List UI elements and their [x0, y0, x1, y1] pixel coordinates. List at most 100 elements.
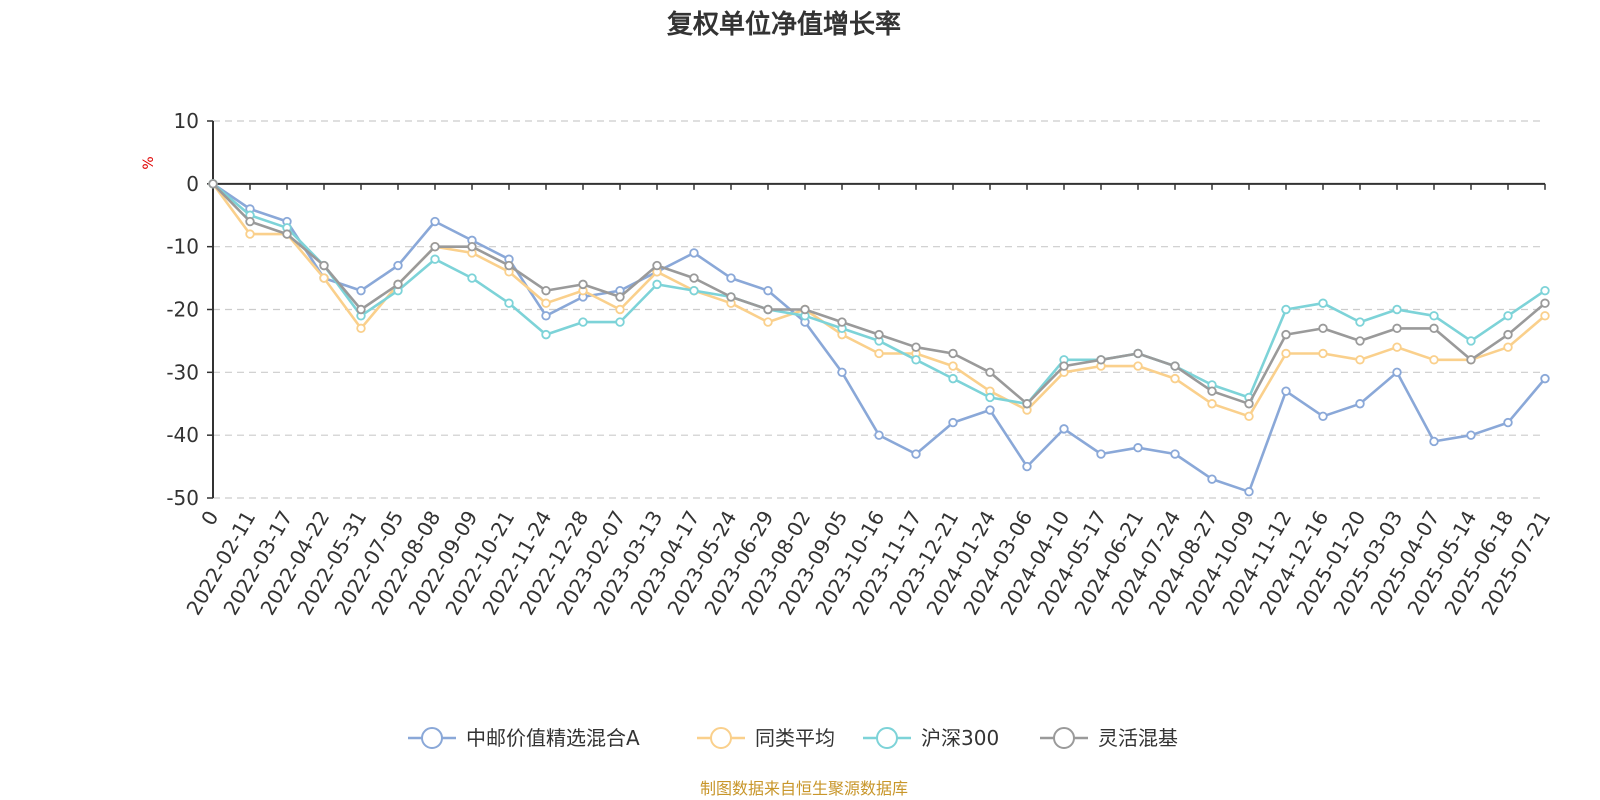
data-point [874, 329, 884, 340]
legend-label: 同类平均 [755, 726, 835, 750]
data-point [430, 254, 440, 264]
data-point [1244, 411, 1254, 422]
data-point [282, 229, 292, 239]
x-tick-label: 0 [196, 507, 223, 530]
data-point [1392, 323, 1402, 334]
data-point [1540, 285, 1550, 296]
x-tick-labels: 02022-02-112022-03-172022-04-222022-05-3… [181, 507, 1555, 620]
data-point [504, 260, 514, 271]
data-point [504, 298, 514, 308]
data-point [208, 179, 218, 189]
data-point [1466, 355, 1476, 365]
data-point [245, 216, 255, 227]
data-point [1059, 424, 1069, 434]
data-point [319, 273, 329, 283]
data-point [689, 248, 699, 258]
data-point [1355, 399, 1365, 409]
data-point [948, 417, 958, 428]
grid-lines [213, 120, 1545, 499]
data-point [985, 405, 995, 415]
data-point [356, 323, 366, 334]
series-line [212, 182, 1546, 406]
data-point [985, 392, 995, 403]
data-point [1096, 355, 1106, 365]
y-axis-unit: % [141, 156, 157, 169]
data-point [763, 285, 773, 296]
legend-marker-icon [710, 727, 732, 749]
data-point [1429, 311, 1439, 321]
legend-item[interactable]: 灵活混基 [1040, 726, 1178, 750]
data-point [1540, 298, 1550, 308]
data-point [1133, 361, 1143, 371]
legend-item[interactable]: 沪深300 [863, 726, 999, 750]
data-point [1096, 449, 1106, 459]
data-point [1207, 386, 1217, 396]
data-point [393, 279, 403, 290]
data-point [1503, 329, 1513, 340]
series-lines [208, 179, 1550, 497]
data-point [1392, 304, 1402, 315]
data-point [948, 373, 958, 384]
data-point [726, 273, 736, 283]
data-point [985, 367, 995, 378]
series-line [211, 183, 1546, 418]
data-point [1133, 348, 1143, 359]
data-point [1170, 449, 1180, 459]
data-point [393, 260, 403, 271]
data-point [911, 342, 921, 352]
data-point [948, 348, 958, 359]
data-point [1281, 329, 1291, 340]
data-point [467, 273, 477, 283]
legend-item[interactable]: 同类平均 [697, 726, 835, 750]
legend-marker-icon [421, 727, 443, 749]
data-point [578, 279, 588, 290]
data-point [1466, 336, 1476, 346]
data-point [615, 304, 625, 315]
series-line [212, 182, 1546, 406]
data-point [1429, 355, 1439, 365]
data-point [541, 285, 551, 296]
y-tick-label: 0 [186, 172, 199, 196]
series-3 [208, 179, 1550, 409]
data-point [245, 229, 255, 239]
data-point [1059, 361, 1069, 371]
data-point [541, 298, 551, 308]
legend-item[interactable]: 中邮价值精选混合A [408, 726, 640, 750]
data-point [541, 329, 551, 340]
legend-label: 灵活混基 [1098, 726, 1178, 750]
data-point [356, 285, 366, 296]
data-point [763, 317, 773, 327]
data-point [689, 273, 699, 283]
data-point [1318, 348, 1328, 359]
data-point [1540, 311, 1550, 321]
legend-marker-icon [876, 727, 898, 749]
data-point [1022, 461, 1032, 472]
y-tick-labels: 10 0 -10 -20 -30 -40 -50 [166, 109, 199, 510]
y-tick-label: -10 [166, 235, 199, 259]
data-point [578, 317, 588, 327]
y-tick-label: -20 [166, 298, 199, 322]
data-point [1133, 443, 1143, 453]
data-point [615, 292, 625, 302]
data-point [541, 311, 551, 321]
data-point [467, 241, 477, 252]
data-point [1355, 317, 1365, 327]
legend[interactable]: 中邮价值精选混合A 同类平均 沪深300 灵活混基 [408, 726, 1178, 750]
data-point [911, 449, 921, 459]
data-point [1207, 399, 1217, 409]
data-point [1318, 411, 1328, 422]
y-tick-label: -40 [166, 423, 199, 447]
data-point [1540, 373, 1550, 384]
data-point [1281, 386, 1291, 396]
data-point [1466, 430, 1476, 440]
data-point [1429, 436, 1439, 447]
data-point [1244, 487, 1254, 497]
data-point [652, 279, 662, 290]
data-point [1318, 298, 1328, 308]
data-source-note: 制图数据来自恒生聚源数据库 [700, 779, 908, 798]
data-point [615, 317, 625, 327]
data-point [911, 355, 921, 365]
data-point [1355, 336, 1365, 346]
data-point [1022, 399, 1032, 409]
data-point [1392, 367, 1402, 378]
